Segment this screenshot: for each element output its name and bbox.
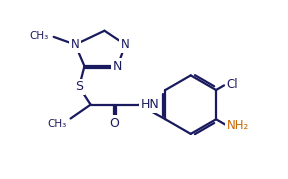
Text: CH₃: CH₃ — [30, 31, 49, 41]
Text: NH₂: NH₂ — [227, 119, 249, 132]
Text: N: N — [121, 38, 130, 51]
Text: HN: HN — [141, 98, 160, 111]
Text: N: N — [71, 38, 79, 51]
Text: N: N — [113, 60, 122, 73]
Text: S: S — [75, 80, 83, 93]
Text: O: O — [109, 117, 119, 130]
Text: Cl: Cl — [226, 78, 238, 91]
Text: CH₃: CH₃ — [48, 119, 67, 129]
